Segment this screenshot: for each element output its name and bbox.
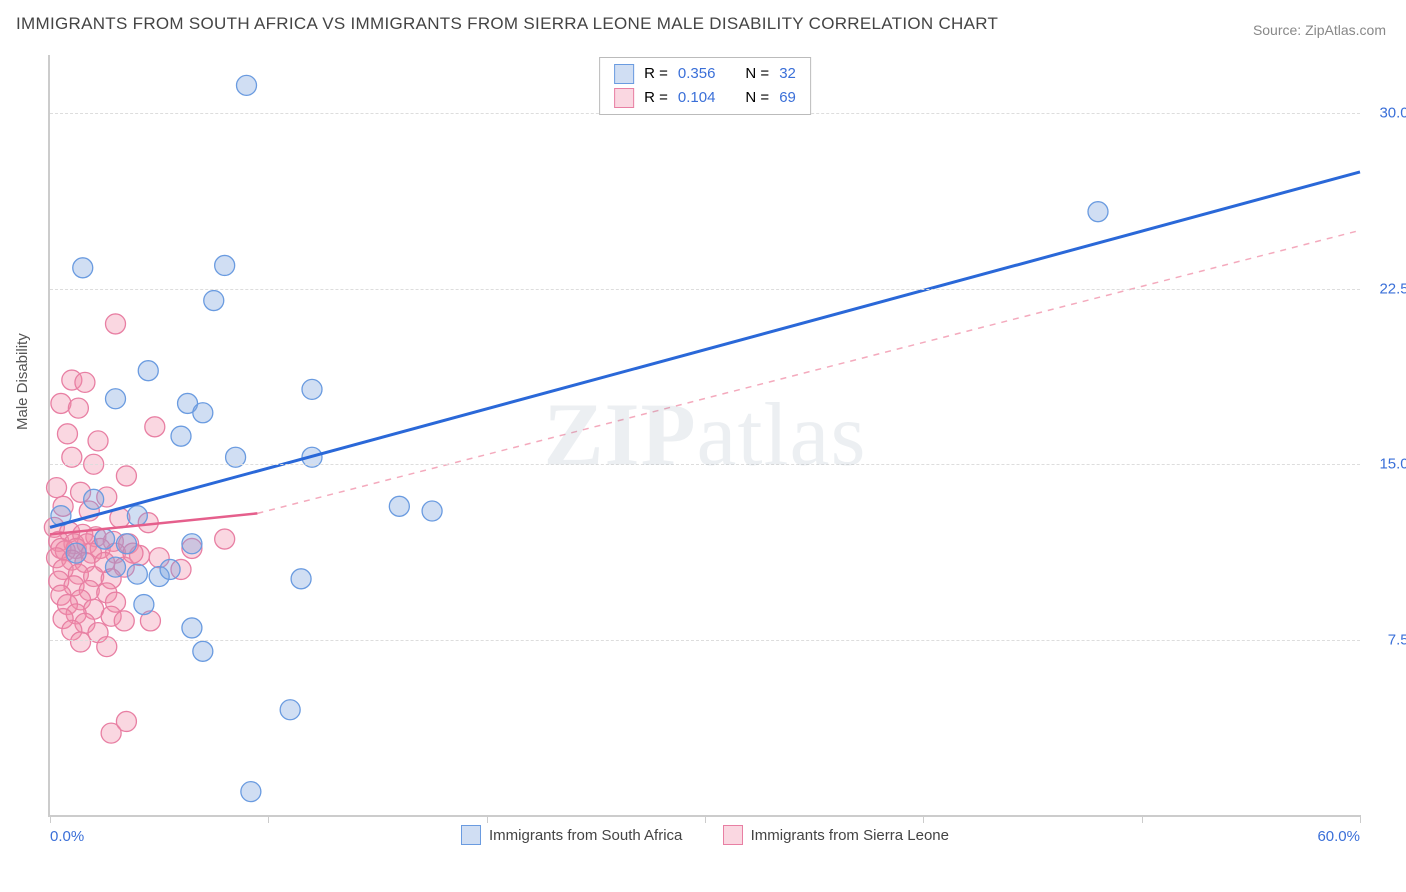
data-point xyxy=(145,417,165,437)
legend-n-label: N = xyxy=(745,62,769,86)
legend-series: Immigrants from South Africa Immigrants … xyxy=(50,825,1360,849)
data-point xyxy=(57,424,77,444)
legend-r-a: 0.356 xyxy=(678,62,716,86)
data-point xyxy=(204,291,224,311)
y-tick-label: 30.0% xyxy=(1367,105,1406,122)
plot-area: ZIPatlas R = 0.356 N = 32 R = 0.104 N = … xyxy=(48,55,1360,817)
data-point xyxy=(389,496,409,516)
gridline xyxy=(50,640,1360,641)
y-axis-title: Male Disability xyxy=(14,333,31,430)
data-point xyxy=(193,403,213,423)
legend-label-a: Immigrants from South Africa xyxy=(489,827,682,844)
x-tick xyxy=(50,815,51,823)
data-point xyxy=(71,632,91,652)
legend-r-label: R = xyxy=(644,62,668,86)
data-point xyxy=(241,782,261,802)
data-point xyxy=(237,75,257,95)
legend-n-a: 32 xyxy=(779,62,796,86)
x-tick-label: 60.0% xyxy=(1317,828,1360,845)
y-tick-label: 15.0% xyxy=(1367,456,1406,473)
data-point xyxy=(116,534,136,554)
swatch-series-a xyxy=(461,825,481,845)
legend-item-b: Immigrants from Sierra Leone xyxy=(723,825,949,845)
gridline xyxy=(50,289,1360,290)
data-point xyxy=(88,431,108,451)
fit-line xyxy=(50,172,1360,527)
legend-row-a: R = 0.356 N = 32 xyxy=(614,62,796,86)
data-point xyxy=(106,557,126,577)
data-point xyxy=(171,426,191,446)
data-point xyxy=(66,543,86,563)
x-tick-label: 0.0% xyxy=(50,828,84,845)
data-point xyxy=(182,618,202,638)
data-point xyxy=(106,389,126,409)
data-point xyxy=(1088,202,1108,222)
data-point xyxy=(302,379,322,399)
swatch-series-a xyxy=(614,64,634,84)
data-point xyxy=(47,478,67,498)
data-point xyxy=(127,506,147,526)
data-point xyxy=(193,641,213,661)
data-point xyxy=(84,489,104,509)
data-point xyxy=(114,611,134,631)
legend-r-label: R = xyxy=(644,86,668,110)
data-point xyxy=(134,595,154,615)
data-point xyxy=(106,314,126,334)
data-point xyxy=(116,466,136,486)
data-point xyxy=(422,501,442,521)
data-point xyxy=(73,258,93,278)
x-tick xyxy=(487,815,488,823)
data-point xyxy=(160,559,180,579)
legend-row-b: R = 0.104 N = 69 xyxy=(614,86,796,110)
fit-line xyxy=(257,230,1360,513)
data-point xyxy=(182,534,202,554)
legend-label-b: Immigrants from Sierra Leone xyxy=(751,827,949,844)
legend-item-a: Immigrants from South Africa xyxy=(461,825,682,845)
swatch-series-b xyxy=(723,825,743,845)
data-point xyxy=(138,361,158,381)
legend-correlation: R = 0.356 N = 32 R = 0.104 N = 69 xyxy=(599,57,811,115)
data-point xyxy=(291,569,311,589)
data-point xyxy=(280,700,300,720)
data-point xyxy=(215,255,235,275)
x-tick xyxy=(1142,815,1143,823)
legend-r-b: 0.104 xyxy=(678,86,716,110)
chart-title: IMMIGRANTS FROM SOUTH AFRICA VS IMMIGRAN… xyxy=(16,14,998,34)
data-point xyxy=(101,723,121,743)
legend-n-label: N = xyxy=(745,86,769,110)
x-tick xyxy=(268,815,269,823)
data-point xyxy=(215,529,235,549)
chart-svg xyxy=(50,55,1360,815)
gridline xyxy=(50,464,1360,465)
y-tick-label: 7.5% xyxy=(1367,631,1406,648)
source-label: Source: ZipAtlas.com xyxy=(1253,22,1386,38)
data-point xyxy=(95,529,115,549)
data-point xyxy=(127,564,147,584)
y-tick-label: 22.5% xyxy=(1367,280,1406,297)
x-tick xyxy=(923,815,924,823)
x-tick xyxy=(1360,815,1361,823)
legend-n-b: 69 xyxy=(779,86,796,110)
data-point xyxy=(68,398,88,418)
data-point xyxy=(51,393,71,413)
x-tick xyxy=(705,815,706,823)
data-point xyxy=(75,372,95,392)
swatch-series-b xyxy=(614,88,634,108)
